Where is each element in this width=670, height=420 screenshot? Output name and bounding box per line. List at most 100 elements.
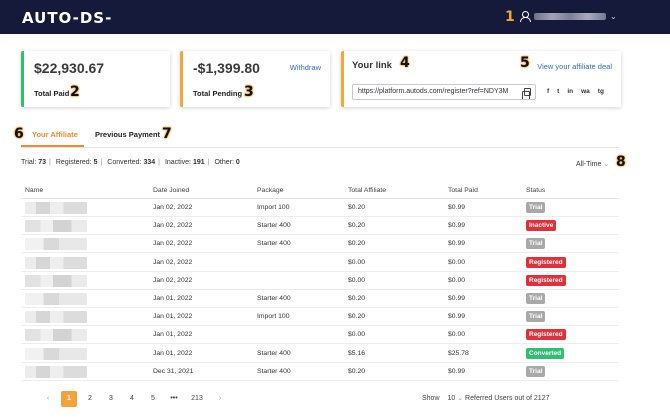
stat-inactive-label: Inactive: bbox=[164, 159, 192, 166]
status-badge: Trial bbox=[526, 365, 546, 377]
tab-your-affiliate[interactable]: Your Affiliate bbox=[32, 130, 78, 139]
affiliate-stats: Trial: 73 | Registered: 5 | Converted: 334… bbox=[21, 159, 240, 166]
top-bar: AUTO-DS- 1 ⌄ bbox=[0, 0, 670, 34]
stat-trial-label: Trial: bbox=[21, 159, 37, 166]
page-213-button[interactable]: 213 bbox=[191, 394, 203, 402]
status-badge: Trial bbox=[526, 202, 546, 213]
package-cell: Starter 400 bbox=[257, 295, 291, 302]
table-row[interactable]: Jan 01, 2022 $0.00 $0.00 Registered bbox=[21, 326, 619, 345]
status-badge: Trial bbox=[526, 238, 546, 250]
total-paid-amount: $22,930.67 bbox=[34, 60, 105, 76]
date-joined-cell: Jan 02, 2022 bbox=[153, 222, 193, 230]
marker-3: 3 bbox=[244, 84, 254, 100]
linkedin-icon[interactable]: in bbox=[567, 88, 574, 95]
table-row[interactable]: Jan 01, 2022 Starter 400 $0.20 $0.99 Trial bbox=[21, 290, 619, 308]
affiliate-link-field[interactable]: https://platform.autods.com/register?ref… bbox=[352, 84, 536, 100]
total-pending-label: Total Pending bbox=[193, 89, 243, 98]
status-badge: Trial bbox=[526, 311, 546, 323]
date-joined-cell: Jan 02, 2022 bbox=[153, 240, 193, 248]
page-5-button[interactable]: 5 bbox=[151, 394, 155, 402]
table-header: Name Date Joined Package Total Affiliate… bbox=[21, 183, 619, 199]
next-page-button[interactable]: › bbox=[218, 394, 222, 402]
tabs: 6 Your Affiliate Previous Payment 7 bbox=[14, 124, 619, 148]
total-paid-cell: $0.99 bbox=[448, 222, 466, 230]
telegram-icon[interactable]: tg bbox=[597, 88, 604, 95]
package-cell: Starter 400 bbox=[257, 349, 291, 357]
total-affiliate-cell: $0.00 bbox=[348, 258, 366, 266]
share-icons: f t in wa tg bbox=[547, 88, 604, 95]
whatsapp-icon[interactable]: wa bbox=[581, 88, 590, 95]
user-name-redacted bbox=[534, 13, 606, 20]
table-row[interactable]: Jan 02, 2022 Import 100 $0.20 $0.99 Trial bbox=[21, 199, 619, 217]
table-row[interactable]: Jan 02, 2022 Starter 400 $0.20 $0.99 Inactiv… bbox=[21, 217, 619, 236]
pagination: ‹ 1 2 3 4 5 ••• 213 › bbox=[40, 390, 233, 407]
copy-icon[interactable] bbox=[522, 88, 531, 99]
status-badge: Registered bbox=[526, 329, 566, 341]
active-tab-indicator bbox=[21, 145, 84, 147]
table-row[interactable]: Jan 01, 2022 Import 100 $0.20 $0.99 Trial bbox=[21, 308, 619, 327]
referred-users-total: Referred Users out of 2127 bbox=[465, 395, 550, 402]
user-menu[interactable]: ⌄ bbox=[520, 11, 617, 22]
package-cell: Import 100 bbox=[257, 204, 290, 211]
package-cell: Starter 400 bbox=[257, 367, 291, 375]
name-redacted bbox=[25, 238, 87, 251]
col-name: Name bbox=[25, 187, 44, 194]
date-joined-cell: Jan 02, 2022 bbox=[153, 276, 193, 284]
table-row[interactable]: Jan 01, 2022 Starter 400 $5.16 $25.78 Conver… bbox=[21, 345, 619, 363]
marker-1: 1 bbox=[505, 9, 515, 25]
total-paid-cell: $0.00 bbox=[448, 276, 466, 284]
show-label: Show bbox=[422, 395, 440, 402]
page-size-select[interactable]: 10 ⌄ bbox=[447, 395, 465, 402]
table-row[interactable]: Jan 02, 2022 $0.00 $0.00 Registered bbox=[21, 254, 619, 272]
page-1-button[interactable]: 1 bbox=[61, 390, 77, 407]
marker-8: 8 bbox=[616, 154, 626, 170]
total-paid-card: $22,930.67 Total Paid 2 bbox=[21, 51, 170, 107]
stat-registered-label: Registered: bbox=[55, 159, 92, 166]
page-size-value: 10 bbox=[447, 395, 456, 402]
name-redacted bbox=[25, 274, 87, 287]
col-package: Package bbox=[257, 187, 284, 194]
withdraw-link[interactable]: Withdraw bbox=[289, 63, 321, 72]
page-3-button[interactable]: 3 bbox=[109, 394, 113, 402]
total-affiliate-cell: $0.20 bbox=[348, 367, 366, 375]
tab-previous-payment[interactable]: Previous Payment bbox=[95, 130, 161, 139]
status-badge: Inactive bbox=[526, 220, 557, 232]
page-4-button[interactable]: 4 bbox=[130, 394, 134, 402]
name-redacted bbox=[25, 347, 87, 360]
prev-page-button[interactable]: ‹ bbox=[46, 394, 50, 402]
total-pending-card: -$1,399.80 Withdraw Total Pending 3 bbox=[180, 51, 330, 107]
package-cell: Starter 400 bbox=[257, 240, 291, 248]
name-redacted bbox=[25, 293, 87, 305]
status-badge: Trial bbox=[526, 293, 546, 304]
total-paid-cell: $0.99 bbox=[448, 295, 466, 302]
view-affiliate-deal-link[interactable]: View your affiliate deal bbox=[537, 62, 612, 71]
user-icon bbox=[520, 11, 531, 22]
page-2-button[interactable]: 2 bbox=[88, 394, 92, 402]
page-size-control: Show 10 ⌄ Referred Users out of 2127 bbox=[422, 394, 549, 402]
total-paid-cell: $0.99 bbox=[448, 367, 466, 375]
affiliate-link-url: https://platform.autods.com/register?ref… bbox=[358, 88, 509, 95]
total-affiliate-cell: $0.00 bbox=[348, 331, 366, 339]
marker-6: 6 bbox=[14, 126, 24, 142]
table-row[interactable]: Jan 02, 2022 Starter 400 $0.20 $0.99 Trial bbox=[21, 235, 619, 254]
date-joined-cell: Jan 02, 2022 bbox=[153, 204, 193, 211]
status-badge: Registered bbox=[526, 274, 566, 286]
stat-trial-value: 73 bbox=[38, 159, 47, 166]
total-affiliate-cell: $5.16 bbox=[348, 349, 366, 357]
facebook-icon[interactable]: f bbox=[547, 88, 550, 95]
chevron-down-icon: ⌄ bbox=[610, 12, 617, 21]
table-row[interactable]: Dec 31, 2021 Starter 400 $0.20 $0.99 Trial bbox=[21, 363, 619, 381]
autods-logo[interactable]: AUTO-DS- bbox=[22, 9, 113, 27]
marker-4: 4 bbox=[400, 55, 410, 71]
package-cell: Import 100 bbox=[257, 313, 290, 321]
twitter-icon[interactable]: t bbox=[557, 88, 560, 95]
time-filter-dropdown[interactable]: All-Time ⌄ bbox=[576, 160, 609, 168]
total-pending-amount: -$1,399.80 bbox=[193, 60, 260, 76]
pagination-ellipsis[interactable]: ••• bbox=[170, 394, 178, 402]
table-row[interactable]: Jan 02, 2022 $0.00 $0.00 Registered bbox=[21, 272, 619, 290]
marker-7: 7 bbox=[162, 126, 172, 142]
status-badge: Registered bbox=[526, 256, 566, 268]
date-joined-cell: Jan 01, 2022 bbox=[153, 313, 193, 321]
total-paid-cell: $0.00 bbox=[448, 258, 466, 266]
time-filter-value: All-Time bbox=[576, 161, 602, 168]
